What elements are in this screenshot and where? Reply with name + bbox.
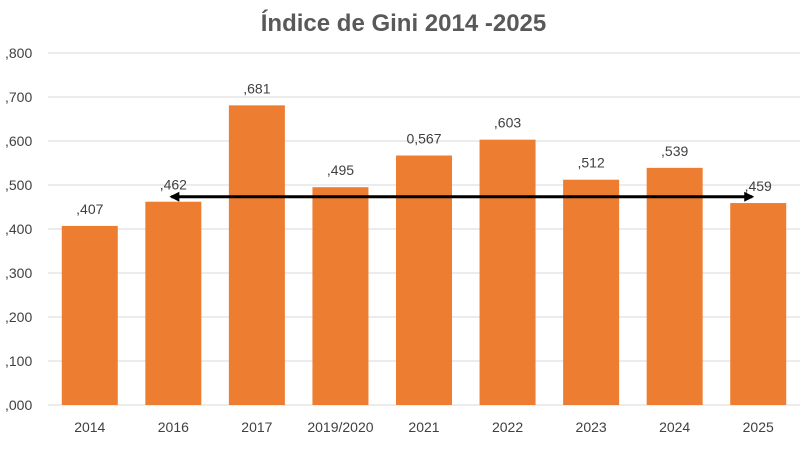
- data-label: ,462: [160, 177, 187, 193]
- data-label: ,512: [577, 155, 604, 171]
- x-tick-label: 2023: [576, 419, 607, 435]
- bar: [61, 225, 118, 405]
- x-tick-label: 2024: [659, 419, 690, 435]
- bar: [646, 167, 703, 405]
- y-tick-label: ,100: [5, 353, 32, 369]
- bar: [563, 179, 620, 405]
- x-tick-label: 2019/2020: [307, 419, 373, 435]
- data-label: ,459: [745, 178, 772, 194]
- x-tick-label: 2021: [408, 419, 439, 435]
- y-tick-label: ,500: [5, 177, 32, 193]
- bar: [479, 139, 536, 405]
- y-tick-label: ,000: [5, 397, 32, 413]
- bar: [145, 201, 202, 405]
- chart-title: Índice de Gini 2014 -2025: [260, 10, 547, 37]
- data-label: ,681: [243, 80, 270, 96]
- x-tick-label: 2022: [492, 419, 523, 435]
- y-tick-label: ,300: [5, 265, 32, 281]
- y-tick-label: ,200: [5, 309, 32, 325]
- y-tick-label: ,600: [5, 133, 32, 149]
- data-label: 0,567: [406, 131, 441, 147]
- x-tick-label: 2016: [158, 419, 189, 435]
- data-label: ,539: [661, 143, 688, 159]
- data-label: ,495: [327, 162, 354, 178]
- bar: [228, 105, 285, 406]
- bar: [312, 187, 369, 405]
- x-tick-label: 2014: [74, 419, 105, 435]
- bar: [730, 203, 787, 405]
- data-label: ,407: [76, 201, 103, 217]
- bar: [396, 155, 452, 405]
- x-tick-label: 2017: [241, 419, 272, 435]
- data-label: ,603: [494, 115, 521, 131]
- y-tick-label: ,400: [5, 221, 32, 237]
- y-tick-label: ,700: [5, 89, 32, 105]
- x-tick-label: 2025: [743, 419, 774, 435]
- y-tick-label: ,800: [5, 45, 32, 61]
